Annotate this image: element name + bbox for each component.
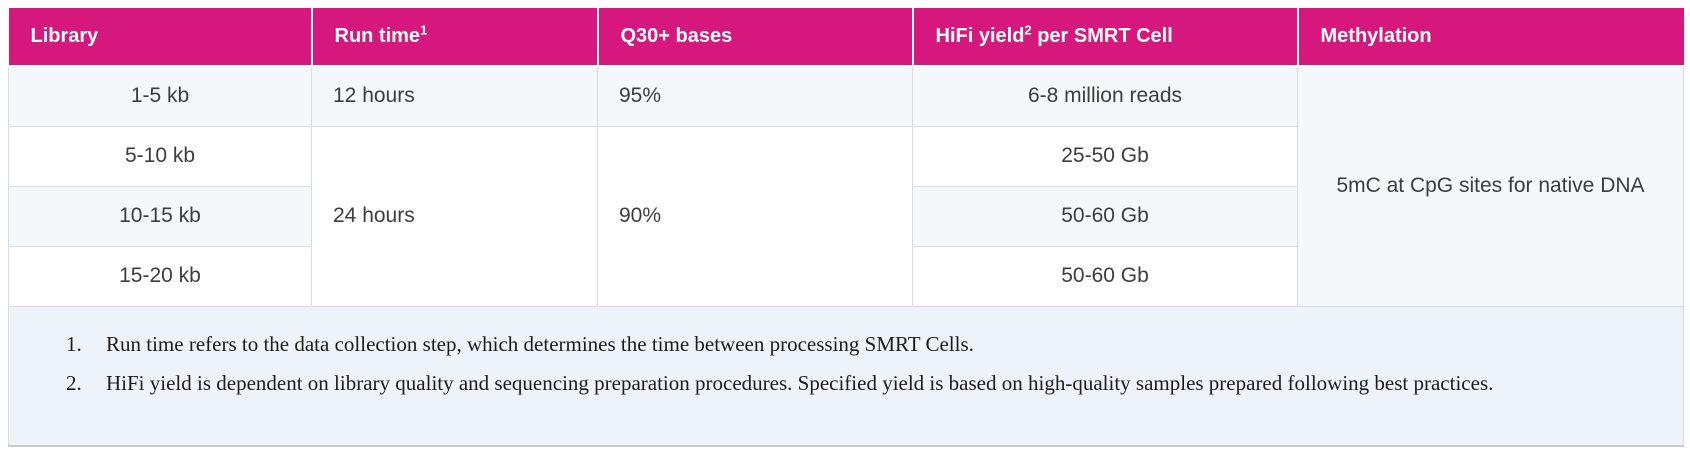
column-header-methylation: Methylation: [1297, 8, 1684, 67]
footnote-text: HiFi yield is dependent on library quali…: [106, 370, 1494, 395]
footnote-ref-1: 1: [420, 22, 428, 38]
header-row: Library Run time1 Q30+ bases HiFi yield2…: [8, 8, 1684, 67]
header-label: HiFi yield: [935, 25, 1025, 47]
cell-run-time-24h: 24 hours: [311, 125, 598, 307]
footnote-text: Run time refers to the data collection s…: [106, 331, 974, 356]
cell-hifi-yield-row1: 6-8 million reads: [912, 65, 1298, 127]
footnote-number: 1.: [66, 331, 82, 356]
cell-hifi-yield-row4: 50-60 Gb: [912, 245, 1298, 307]
footnotes-section: 1. Run time refers to the data collectio…: [8, 305, 1684, 447]
cell-hifi-yield-row3: 50-60 Gb: [912, 185, 1298, 247]
header-label: Library: [30, 25, 99, 47]
cell-library-15-20kb: 15-20 kb: [8, 245, 312, 307]
cell-methylation: 5mC at CpG sites for native DNA: [1297, 65, 1684, 307]
cell-library-10-15kb: 10-15 kb: [8, 185, 312, 247]
footnote-1: 1. Run time refers to the data collectio…: [9, 331, 1663, 357]
cell-q30-90: 90%: [597, 125, 913, 307]
table-row: 5-10 kb 24 hours 90% 25-50 Gb: [8, 125, 1684, 307]
footnotes-cell: 1. Run time refers to the data collectio…: [8, 305, 1684, 447]
column-header-q30-bases: Q30+ bases: [597, 8, 914, 67]
footnote-ref-2: 2: [1024, 22, 1032, 38]
table-row: 10-15 kb 50-60 Gb: [8, 185, 1684, 247]
header-label: Run time: [334, 25, 421, 47]
cell-q30-95: 95%: [597, 65, 913, 127]
column-header-library: Library: [8, 8, 313, 67]
cell-run-time-12h: 12 hours: [311, 65, 598, 127]
header-label: Q30+ bases: [620, 25, 733, 47]
footnote-2: 2. HiFi yield is dependent on library qu…: [9, 370, 1663, 396]
cell-library-5-10kb: 5-10 kb: [8, 125, 312, 187]
column-header-hifi-yield: HiFi yield2 per SMRT Cell: [912, 8, 1299, 67]
table-row: 15-20 kb 50-60 Gb: [8, 245, 1684, 307]
footnote-number: 2.: [66, 370, 82, 395]
header-label: Methylation: [1320, 25, 1432, 47]
table-row: 1-5 kb 12 hours 95% 6-8 million reads 5m…: [8, 65, 1684, 307]
column-header-run-time: Run time1: [311, 8, 599, 67]
sequencing-spec-table: Library Run time1 Q30+ bases HiFi yield2…: [8, 8, 1684, 447]
cell-hifi-yield-row2: 25-50 Gb: [912, 125, 1298, 187]
cell-library-1-5kb: 1-5 kb: [8, 65, 312, 127]
